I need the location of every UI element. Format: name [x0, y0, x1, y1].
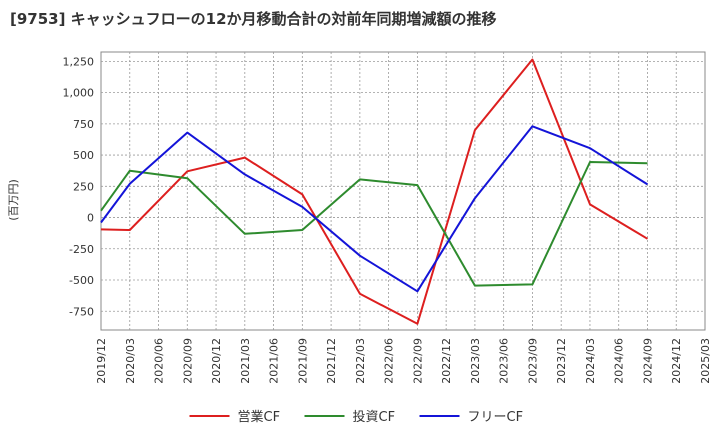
legend: 営業CF 投資CF フリーCF [189, 409, 524, 425]
x-tick-label: 2021/12 [325, 338, 338, 384]
x-tick-label: 2023/12 [555, 338, 568, 384]
x-tick-label: 2023/09 [526, 338, 539, 384]
x-tick-label: 2021/09 [296, 338, 309, 384]
x-tick-label: 2024/09 [641, 338, 654, 384]
x-tick-label: 2024/06 [613, 338, 626, 384]
x-tick-label: 2020/12 [210, 338, 223, 384]
legend-label: 営業CF [238, 409, 281, 425]
y-tick-label: 0 [87, 212, 94, 225]
legend-item-3: フリーCF [419, 410, 524, 425]
y-axis-label: (百万円) [7, 179, 20, 221]
x-tick-label: 2020/03 [124, 338, 137, 384]
x-tick-label: 2025/03 [699, 338, 712, 384]
x-ticks-layer: 2019/12 2020/03 2020/06 2020/09 2020/12 2021/… [95, 338, 712, 384]
y-tick-label: -250 [69, 243, 94, 256]
y-tick-label: 500 [73, 149, 94, 162]
x-tick-label: 2022/09 [411, 338, 424, 384]
series-line-2 [100, 161, 648, 287]
legend-item-2: 投資CF [304, 409, 396, 425]
x-tick-label: 2021/06 [268, 338, 281, 384]
legend-label: フリーCF [468, 410, 524, 425]
series-line-3 [100, 125, 649, 293]
y-tick-label: 250 [73, 180, 94, 193]
y-ticks-layer: -750 -500 -250 0 250 500 750 1,000 1,250 [63, 55, 95, 318]
grid-layer [101, 52, 705, 330]
x-tick-label: 2021/03 [239, 338, 252, 384]
series-line-1 [100, 58, 649, 325]
chart-title: [9753] キャッシュフローの12か月移動合計の対前年同期増減額の推移 [10, 10, 497, 28]
x-tick-label: 2022/03 [354, 338, 367, 384]
x-tick-label: 2020/09 [181, 338, 194, 384]
legend-label: 投資CF [353, 409, 396, 425]
series-layer [100, 58, 649, 325]
y-tick-label: 1,250 [63, 55, 95, 68]
y-tick-label: 1,000 [63, 87, 95, 100]
x-tick-label: 2022/06 [383, 338, 396, 384]
x-tick-label: 2020/06 [153, 338, 166, 384]
x-tick-label: 2019/12 [95, 338, 108, 384]
x-tick-label: 2024/12 [670, 338, 683, 384]
y-tick-label: -750 [69, 305, 94, 318]
x-tick-label: 2022/12 [440, 338, 453, 384]
x-tick-label: 2024/03 [584, 338, 597, 384]
legend-item-1: 営業CF [189, 409, 281, 425]
plot-area [100, 51, 706, 331]
x-tick-label: 2023/03 [469, 338, 482, 384]
x-tick-label: 2023/06 [498, 338, 511, 384]
y-tick-label: -500 [69, 274, 94, 287]
y-tick-label: 750 [73, 118, 94, 131]
